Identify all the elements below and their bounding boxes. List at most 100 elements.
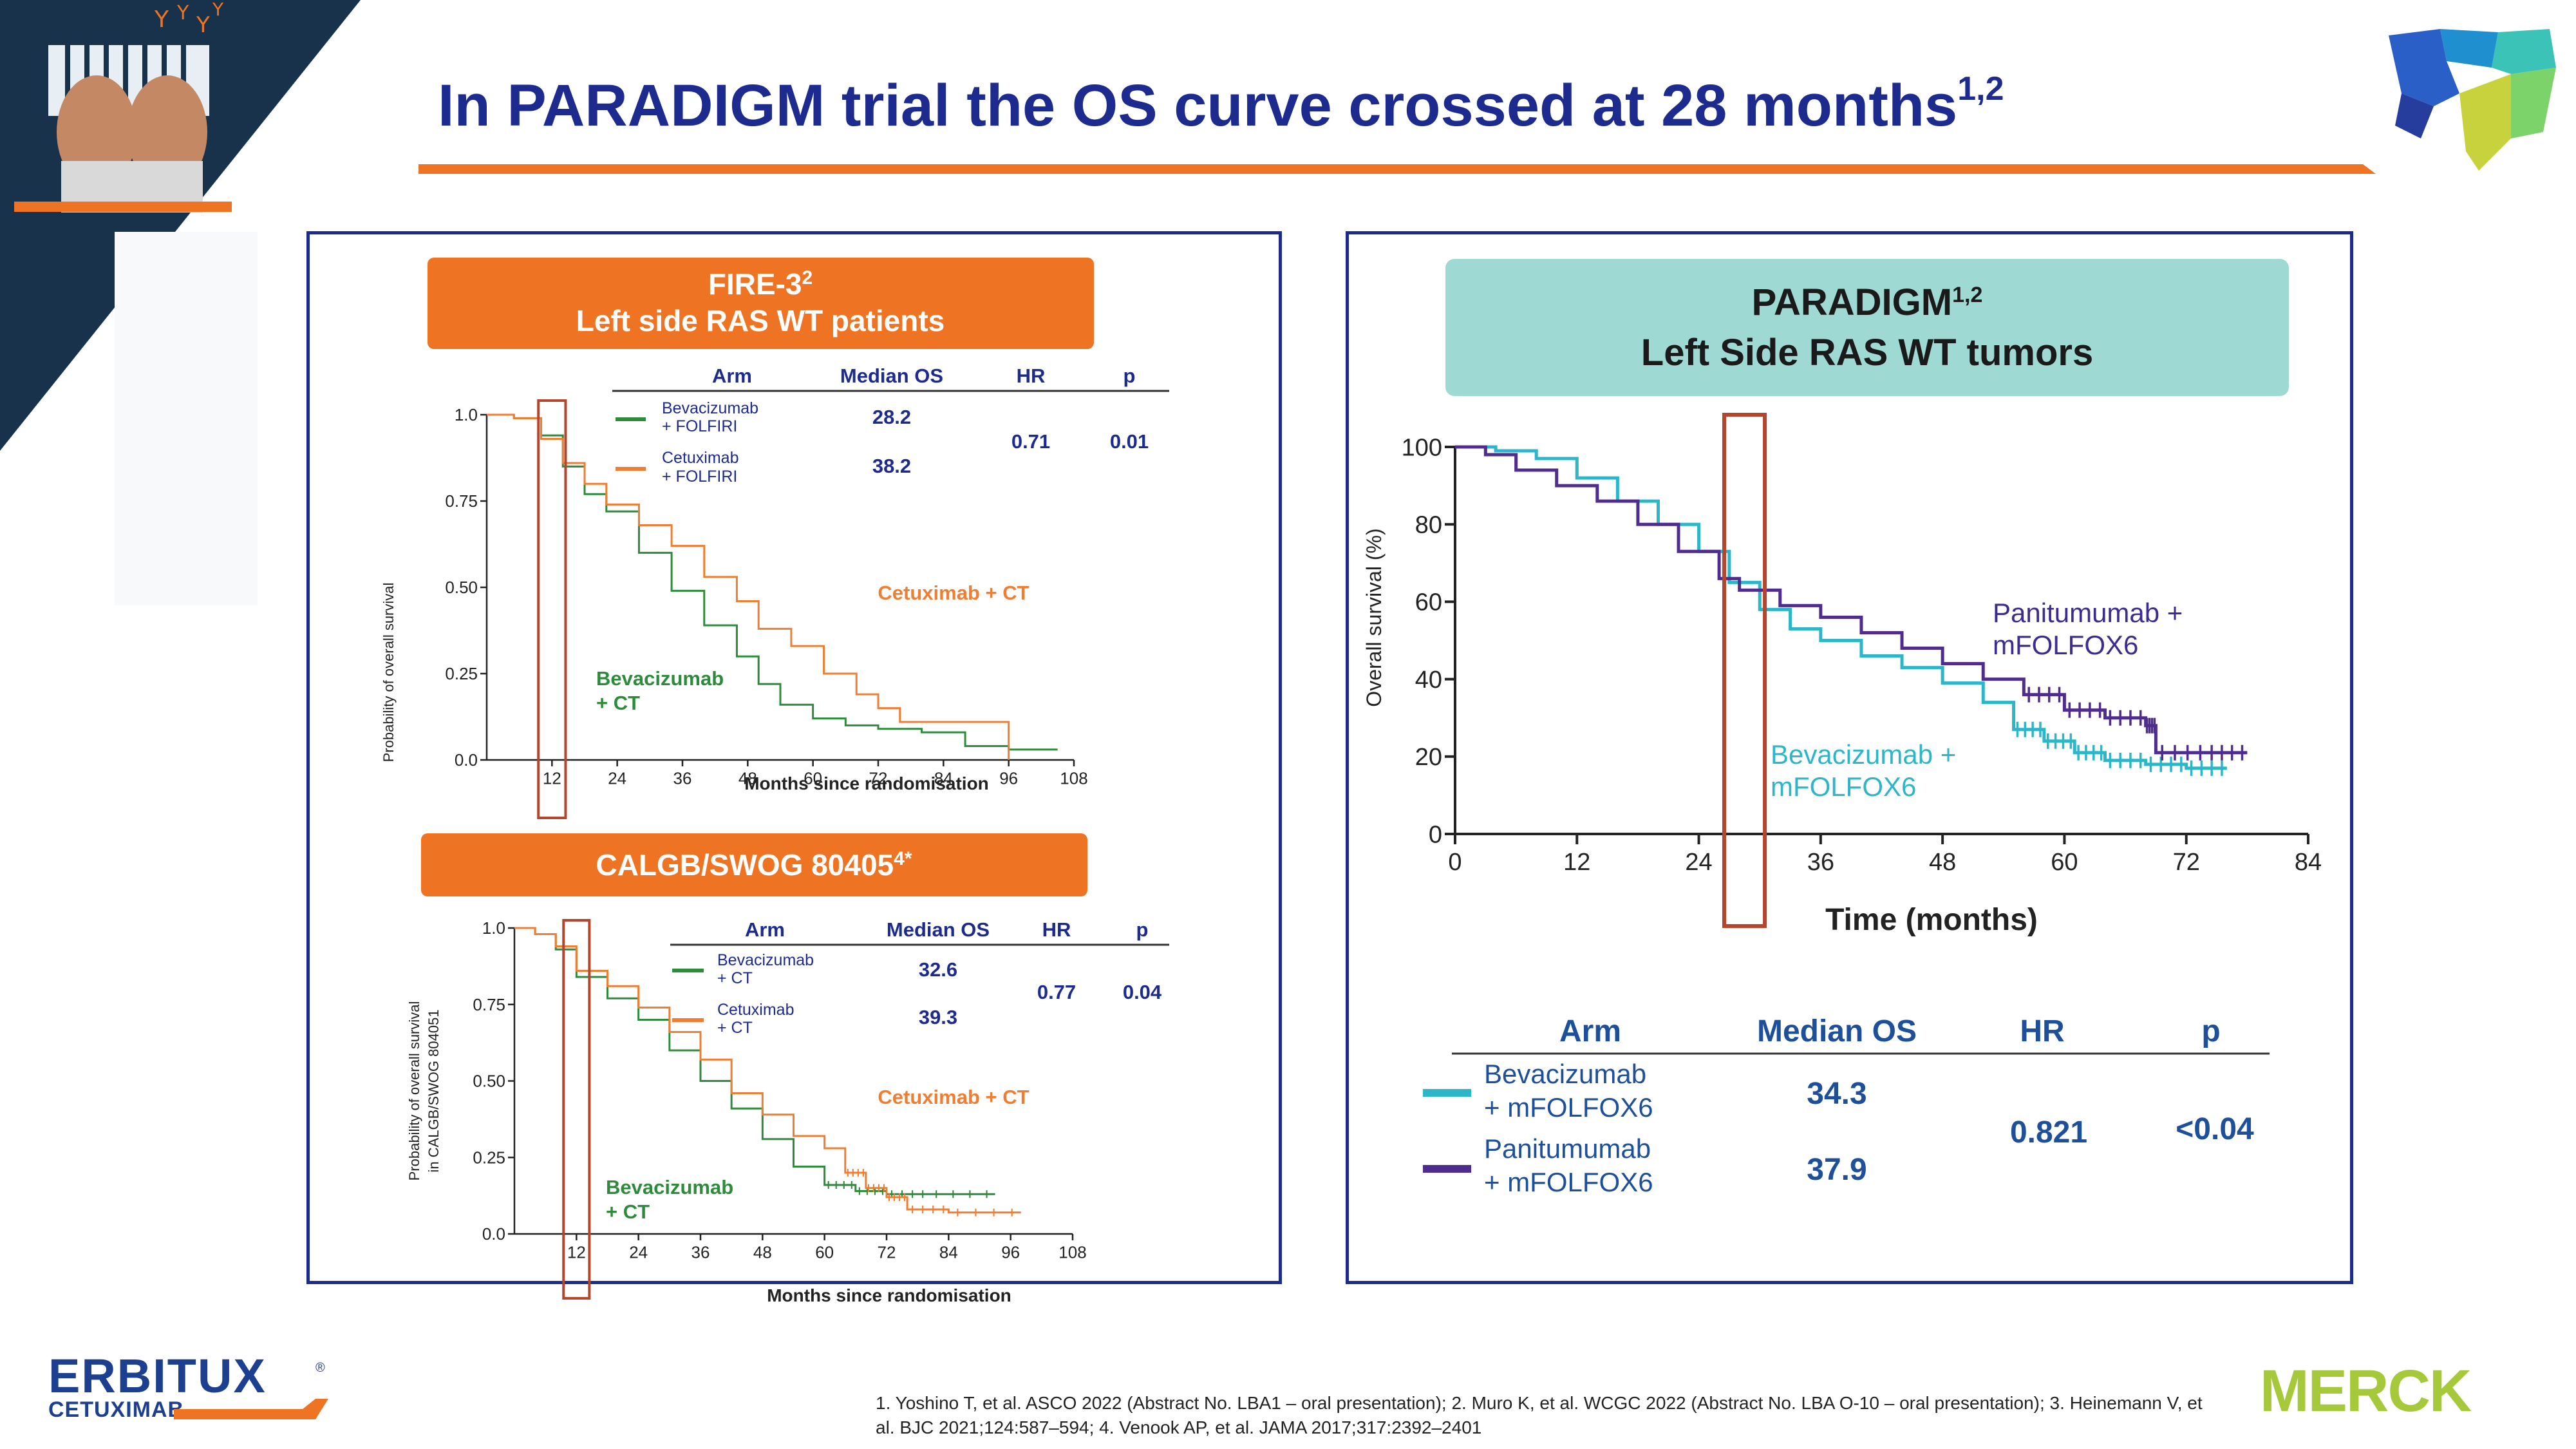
title-underline xyxy=(418,164,2376,174)
x-tick-label: 12 xyxy=(1563,849,1590,876)
erbitux-logo-swoosh xyxy=(174,1399,328,1419)
paradigm-x-axis-label: Time (months) xyxy=(1825,903,2038,937)
highlight-box xyxy=(562,919,591,1300)
fire3-km-plot: 0.0 0.25 0.50 0.75 1.0 12 24 36 48 60 72 84 96 108 xyxy=(445,399,1088,819)
survival-curve-first xyxy=(1455,445,2227,770)
survival-curve-second xyxy=(514,927,1021,1214)
x-tick-label: 84 xyxy=(934,768,953,788)
survival-curve-second xyxy=(487,413,1010,760)
calgb-col-p: p xyxy=(1136,918,1149,941)
fire3-cet-curve-label: Cetuximab + CT xyxy=(878,582,1029,604)
fire3-col-median-os: Median OS xyxy=(840,365,943,387)
y-tick-label: 0.75 xyxy=(473,995,505,1014)
x-tick-label: 96 xyxy=(1001,1242,1020,1262)
keyboard-hands-illustration xyxy=(48,45,209,213)
calgb-hr: 0.77 xyxy=(1037,981,1076,1003)
calgb-cet-curve-label: Cetuximab + CT xyxy=(878,1086,1029,1108)
fire3-y-axis-label: Probability of overall survival xyxy=(381,583,397,762)
merck-logo-text: MERCK xyxy=(2260,1362,2472,1420)
y-tick-label: 40 xyxy=(1415,667,1442,694)
x-tick-label: 108 xyxy=(1058,1242,1086,1262)
fire3-bev-arm-line1: Bevacizumab xyxy=(662,399,758,417)
fire3-cet-arm-line2: + FOLFIRI xyxy=(662,468,737,486)
calgb-y-axis-label-2: in CALGB/SWOG 804051 xyxy=(426,1009,442,1172)
y-tick-label: 60 xyxy=(1415,589,1442,616)
calgb-bev-curve-label-1: Bevacizumab xyxy=(606,1176,733,1198)
x-tick-label: 108 xyxy=(1060,768,1087,788)
y-tick-label: 0.0 xyxy=(482,1224,505,1244)
fire3-col-hr: HR xyxy=(1017,365,1046,387)
survival-curve-first xyxy=(514,927,995,1195)
calgb-header-title-text: CALGB/SWOG 80405 xyxy=(596,848,894,882)
x-tick-label: 24 xyxy=(608,768,626,788)
x-tick-label: 48 xyxy=(738,768,757,788)
paradigm-bev-curve-label-1: Bevacizumab + xyxy=(1771,739,1956,770)
fire3-cet-arm-line1: Cetuximab xyxy=(662,449,739,467)
erbitux-logo: ERBITUX ® CETUXIMAB xyxy=(48,1352,328,1422)
fire3-cet-median-os: 38.2 xyxy=(872,455,911,477)
survival-curve-second xyxy=(1455,445,2248,755)
y-tick-label: 0.25 xyxy=(473,1148,505,1167)
fire3-header-box xyxy=(428,258,1094,349)
paradigm-pan-median-os: 37.9 xyxy=(1807,1153,1866,1187)
x-tick-label: 24 xyxy=(629,1242,648,1262)
fire3-header-subtitle: Left side RAS WT patients xyxy=(576,304,945,337)
left-panel: FIRE-32 Left side RAS WT patients Arm Me… xyxy=(306,231,1282,1305)
calgb-y-axis-label-1: Probability of overall survival xyxy=(406,1001,422,1181)
x-tick-label: 72 xyxy=(878,1242,896,1262)
paradigm-header-box xyxy=(1445,259,2289,396)
highlight-box xyxy=(537,399,567,819)
calgb-bev-curve-label-2: + CT xyxy=(606,1200,650,1223)
paradigm-hr: 0.821 xyxy=(2010,1115,2087,1150)
paradigm-col-arm: Arm xyxy=(1559,1014,1621,1048)
y-tick-label: 100 xyxy=(1402,434,1442,461)
fire3-bev-median-os: 28.2 xyxy=(872,406,911,428)
calgb-bev-arm-line2: + CT xyxy=(717,969,753,987)
calgb-bev-arm-line1: Bevacizumab xyxy=(717,951,814,969)
paradigm-pan-arm-line1: Panitumumab xyxy=(1484,1133,1651,1164)
x-tick-label: 48 xyxy=(1929,849,1956,876)
fire3-bev-curve-label-1: Bevacizumab xyxy=(596,667,724,690)
erbitux-logo-text: ERBITUX xyxy=(48,1352,267,1403)
x-tick-label: 60 xyxy=(815,1242,834,1262)
fire3-bev-curve-label-2: + CT xyxy=(596,692,640,714)
y-tick-label: 20 xyxy=(1415,744,1442,771)
fire3-hr: 0.71 xyxy=(1011,430,1050,453)
erbitux-registered-mark: ® xyxy=(315,1361,325,1375)
y-tick-label: 0.75 xyxy=(445,491,478,511)
y-tick-label: 0.25 xyxy=(445,664,478,683)
calgb-p: 0.04 xyxy=(1123,981,1162,1003)
paradigm-bev-median-os: 34.3 xyxy=(1807,1077,1866,1111)
y-tick-label: 80 xyxy=(1415,512,1442,539)
x-tick-label: 60 xyxy=(804,768,822,788)
x-tick-label: 12 xyxy=(567,1242,586,1262)
paradigm-col-p: p xyxy=(2201,1014,2220,1048)
cetuximab-logo-text: CETUXIMAB xyxy=(48,1397,184,1422)
svg-text:Y: Y xyxy=(196,12,210,38)
paradigm-header-title: PARADIGM1,2 xyxy=(1752,281,1983,323)
y-tick-label: 0 xyxy=(1429,821,1442,848)
y-tick-label: 0.0 xyxy=(455,750,478,770)
highlight-box xyxy=(1722,413,1767,928)
calgb-header-box xyxy=(421,833,1087,896)
right-panel: PARADIGM1,2 Left Side RAS WT tumors 0 20 4… xyxy=(1346,231,2353,1284)
paradigm-pan-curve-label-1: Panitumumab + xyxy=(1993,598,2183,628)
fire3-col-p: p xyxy=(1123,365,1136,387)
paradigm-km-plot: 0 20 40 60 80 100 0 12 24 36 48 60 72 84 xyxy=(1402,413,2322,928)
y-tick-label: 1.0 xyxy=(455,405,478,424)
paradigm-col-median-os: Median OS xyxy=(1757,1014,1917,1048)
calgb-km-plot: 0.0 0.25 0.50 0.75 1.0 12 24 36 48 60 72 84 96 108 xyxy=(473,918,1087,1300)
svg-text:Y: Y xyxy=(176,2,189,24)
fire3-header-superscript: 2 xyxy=(802,267,813,289)
svg-text:Y: Y xyxy=(212,0,224,20)
x-tick-label: 84 xyxy=(2295,849,2322,876)
calgb-x-axis-label: Months since randomisation xyxy=(767,1285,1011,1305)
right-panel-svg: PARADIGM1,2 Left Side RAS WT tumors 0 20 4… xyxy=(1362,259,2322,1197)
x-tick-label: 0 xyxy=(1448,849,1462,876)
paradigm-header-title-text: PARADIGM xyxy=(1752,281,1952,323)
fire3-header-title: FIRE-32 xyxy=(708,267,813,301)
calgb-header-superscript: 4* xyxy=(894,848,912,869)
brand-logo xyxy=(2389,29,2556,171)
calgb-col-median-os: Median OS xyxy=(887,918,990,941)
x-tick-label: 96 xyxy=(999,768,1018,788)
